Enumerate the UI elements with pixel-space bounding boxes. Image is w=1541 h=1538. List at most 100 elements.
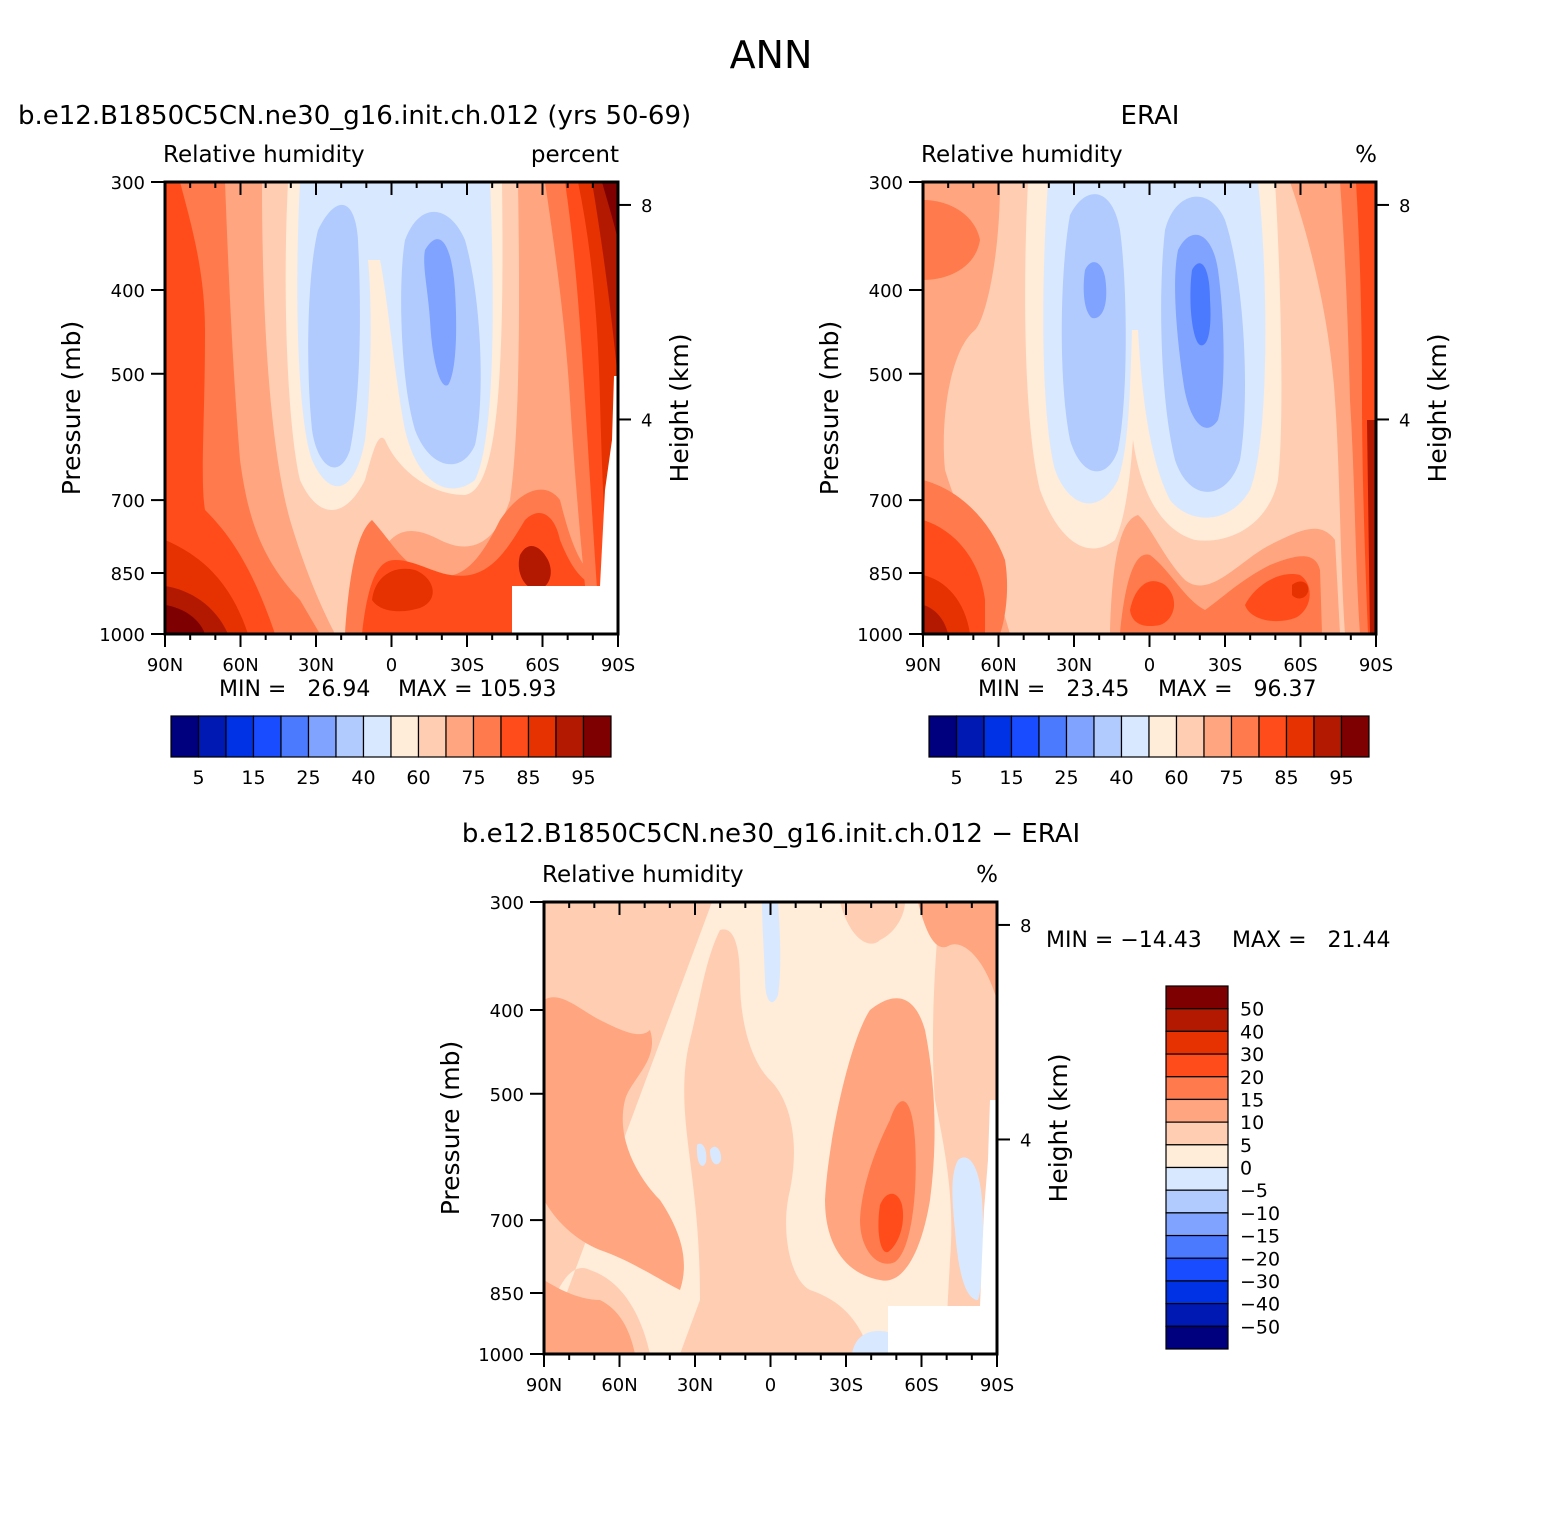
y-tick-label: 850 [490, 1284, 524, 1305]
colorbar-cell [955, 715, 985, 758]
x-tick-label: 90S [601, 655, 635, 676]
y-tick-label: 1000 [478, 1345, 524, 1366]
panel-erai-max: MAX = 96.37 [1158, 677, 1317, 702]
colorbar-cell [1093, 715, 1123, 758]
field-band-sp-90 [1367, 420, 1376, 634]
y-right-tick-label: 8 [1020, 916, 1031, 937]
field-band-5-10-b [544, 1280, 635, 1354]
y-tick-label: 500 [490, 1085, 524, 1106]
colorbar-label: 5 [950, 767, 962, 789]
x-tick-label: 60S [1283, 655, 1317, 676]
colorbar-label: 15 [1240, 1089, 1264, 1111]
colorbar-label: −5 [1240, 1180, 1268, 1202]
x-tick-label: 60N [222, 655, 258, 676]
y-tick-label: 850 [111, 564, 145, 585]
colorbar-cell [280, 715, 310, 758]
field-band-75-80 [923, 200, 980, 280]
panel-model: b.e12.B1850C5CN.ne30_g16.init.ch.012 (yr… [18, 101, 694, 789]
colorbar-cell [582, 715, 612, 758]
colorbar-cell [1165, 1098, 1229, 1123]
panel-erai-title: ERAI [1121, 101, 1180, 131]
panel-diff-axes: 90N 60N 30N 0 30S 60S 90S 300 400 500 700 850 1000 8 4 [478, 893, 1031, 1396]
y-tick-label: 400 [111, 281, 145, 302]
panel-model-min: MIN = 26.94 [219, 677, 370, 702]
panel-diff-subtitle-right: % [976, 862, 998, 888]
x-tick-label: 90N [526, 1375, 562, 1396]
x-tick-label: 90S [1359, 655, 1393, 676]
colorbar-label: 40 [351, 767, 375, 789]
panel-model-ylabel: Pressure (mb) [57, 321, 86, 495]
colorbar-label: 40 [1240, 1021, 1264, 1043]
x-tick-label: 30S [1208, 655, 1242, 676]
colorbar-label: 75 [1219, 767, 1243, 789]
field-band-neg-e [710, 1146, 722, 1165]
y-tick-label: 500 [869, 365, 903, 386]
panel-diff-field [544, 902, 997, 1354]
colorbar-cell [928, 715, 958, 758]
colorbar-cell [1120, 715, 1150, 758]
colorbar-cell [417, 715, 447, 758]
panel-model-max: MAX = 105.93 [398, 677, 557, 702]
colorbar-label: 25 [1054, 767, 1078, 789]
colorbar-cell [1203, 715, 1233, 758]
colorbar-cell [307, 715, 337, 758]
colorbar-label: 95 [1329, 767, 1353, 789]
colorbar-cell [390, 715, 420, 758]
colorbar-label: 5 [192, 767, 204, 789]
field-band-20-30 [1083, 262, 1107, 319]
colorbar-cell [1165, 1303, 1229, 1327]
field-band-25-30 [308, 204, 360, 468]
colorbar-label: 25 [296, 767, 320, 789]
y-right-tick-label: 4 [1020, 1130, 1031, 1151]
y-right-tick-label: 4 [641, 410, 652, 431]
colorbar-cell [225, 715, 255, 758]
colorbar-label: −10 [1240, 1203, 1280, 1225]
field-band-sp-90 [592, 182, 618, 380]
y-tick-label: 300 [111, 173, 145, 194]
panel-model-axes: 90N 60N 30N 0 30S 60S 90S 300 400 500 700 850 1000 8 4 [99, 173, 652, 676]
x-tick-label: 60N [601, 1375, 637, 1396]
colorbar-label: 0 [1240, 1158, 1252, 1180]
field-band-20-30 [878, 1193, 904, 1253]
panel-model-ylabel-right: Height (km) [665, 334, 694, 483]
field-missing [888, 1100, 997, 1354]
x-tick-label: 30S [450, 655, 484, 676]
colorbar-label: 10 [1240, 1112, 1264, 1134]
colorbar-cell [1065, 715, 1095, 758]
field-missing [512, 376, 618, 634]
colorbar-label: 85 [1274, 767, 1298, 789]
field-band-low-max-b [518, 545, 551, 590]
panel-model-colorbar: 5 15 25 40 60 75 85 95 [170, 715, 612, 789]
field-band-20-25 [424, 239, 457, 386]
field-band-15-20 [1190, 263, 1211, 346]
y-tick-label: 700 [111, 491, 145, 512]
x-tick-label: 60S [904, 1375, 938, 1396]
colorbar-label: 75 [461, 767, 485, 789]
colorbar-label: 85 [516, 767, 540, 789]
colorbar-cell [1313, 715, 1343, 758]
colorbar-label: −30 [1240, 1271, 1280, 1293]
y-tick-label: 700 [490, 1211, 524, 1232]
x-tick-label: 0 [1144, 655, 1155, 676]
field-band-80-85 [165, 182, 275, 634]
field-band-gt95 [165, 605, 205, 634]
x-tick-label: 90S [980, 1375, 1014, 1396]
field-band-neg-b [952, 1157, 984, 1300]
panel-erai-axes: 90N 60N 30N 0 30S 60S 90S 300 400 500 700 850 1000 8 4 [857, 173, 1410, 676]
field-band-low-max [372, 568, 433, 612]
panel-diff: b.e12.B1850C5CN.ne30_g16.init.ch.012 − E… [436, 819, 1391, 1396]
field-band-5-10 [544, 997, 684, 1290]
field-band-low-e [1292, 581, 1309, 599]
colorbar-label: 15 [999, 767, 1023, 789]
x-tick-label: 30S [829, 1375, 863, 1396]
field-band-low-c [1130, 581, 1175, 627]
colorbar-cell [1340, 715, 1370, 758]
panel-erai-field [923, 182, 1376, 634]
colorbar-label: −20 [1240, 1248, 1280, 1270]
y-tick-label: 850 [869, 564, 903, 585]
colorbar-cell [1165, 1325, 1229, 1350]
panel-diff-title: b.e12.B1850C5CN.ne30_g16.init.ch.012 − E… [462, 819, 1080, 849]
colorbar-cell [1165, 1053, 1229, 1078]
colorbar-cell [1165, 1030, 1229, 1055]
